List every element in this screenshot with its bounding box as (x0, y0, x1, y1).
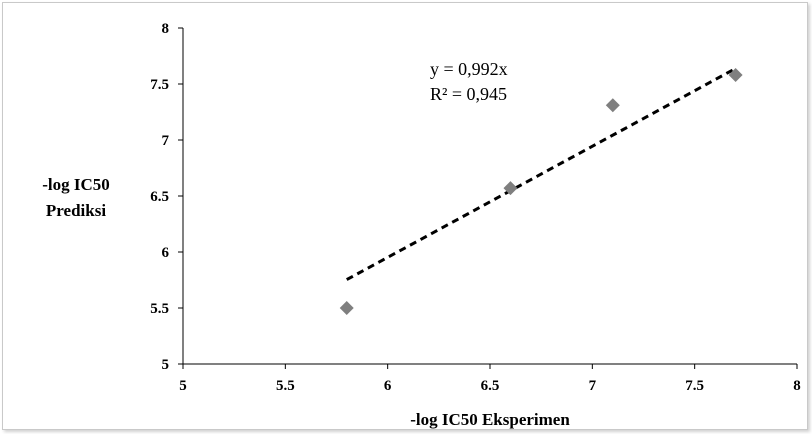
x-tick-label: 5 (179, 378, 187, 394)
y-tick-label: 6.5 (150, 189, 169, 205)
y-tick-label: 5.5 (150, 301, 169, 317)
data-points (339, 68, 743, 315)
regression-equation: y = 0,992x (430, 59, 508, 79)
chart-frame (2, 2, 808, 430)
y-tick-label: 7.5 (150, 77, 169, 93)
x-tick-label: 8 (793, 378, 801, 394)
x-tick-label: 6.5 (481, 378, 500, 394)
data-point (503, 181, 518, 196)
axis-titles: -log IC50 Prediksi -log IC50 Eksperimen (42, 175, 570, 429)
y-axis-title-line-1: -log IC50 (42, 175, 110, 194)
x-tick-label: 7 (589, 378, 597, 394)
regression-annotation: y = 0,992x R² = 0,945 (430, 59, 508, 104)
y-tick-label: 8 (162, 21, 170, 37)
y-tick-label: 7 (162, 133, 170, 149)
y-tick-label: 5 (162, 357, 170, 373)
y-axis-title-line-2: Prediksi (46, 201, 106, 220)
data-point (728, 68, 743, 83)
data-point (605, 98, 620, 113)
x-tick-label: 5.5 (276, 378, 295, 394)
y-tick-label: 6 (162, 245, 170, 261)
x-axis-title: -log IC50 Eksperimen (410, 410, 570, 429)
x-tick-label: 7.5 (685, 378, 704, 394)
r-squared-value: R² = 0,945 (430, 84, 507, 104)
trendline (346, 67, 737, 281)
tick-labels: 5 5.5 6 6.5 7 7.5 8 5 5.5 6 6.5 7 7.5 8 (150, 21, 801, 394)
trendline-group (346, 67, 737, 281)
axes (178, 27, 798, 369)
x-tick-label: 6 (384, 378, 392, 394)
data-point (339, 301, 354, 315)
